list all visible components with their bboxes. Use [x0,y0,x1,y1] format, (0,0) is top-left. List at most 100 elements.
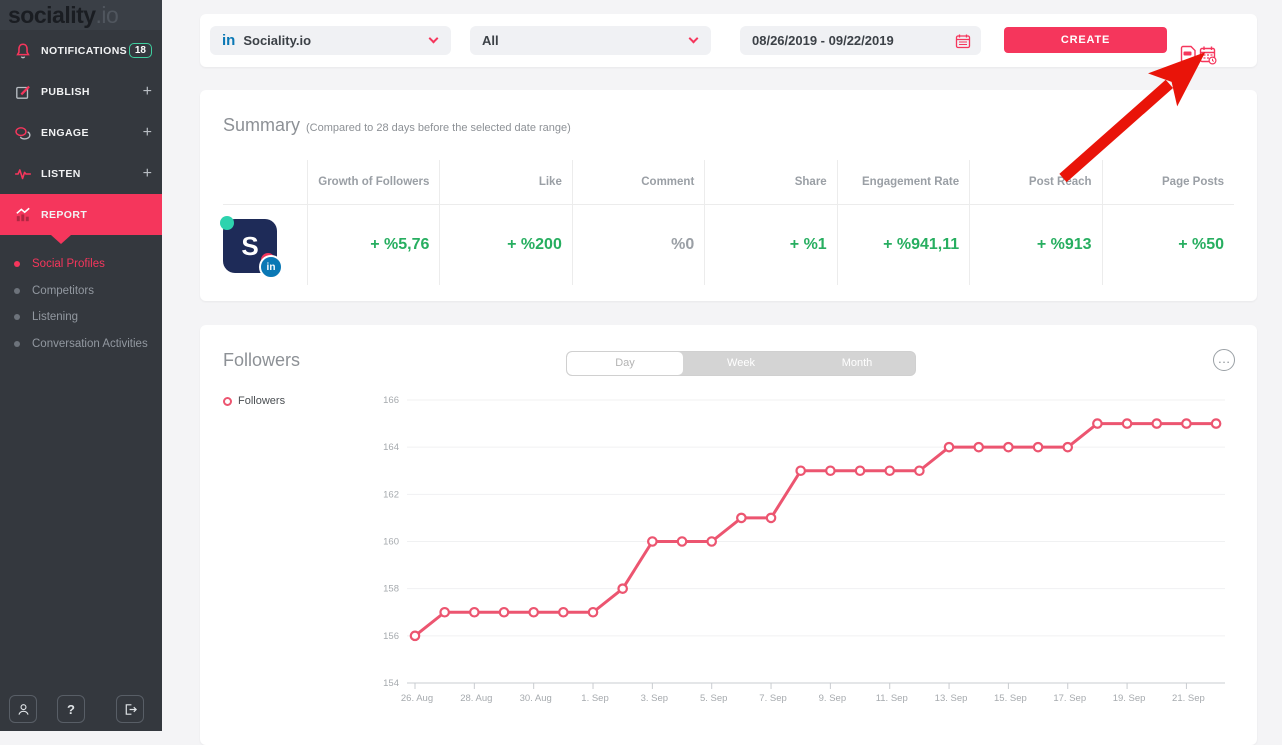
help-button[interactable]: ? [57,695,85,723]
plus-icon[interactable]: + [142,123,152,141]
summary-value-page-posts: + %50 [1101,205,1234,285]
report-chart-icon [16,207,30,221]
tab-day[interactable]: Day [567,352,683,375]
submenu-item-label: Conversation Activities [32,337,148,350]
bell-icon [16,42,30,58]
column-header: Growth of Followers [307,160,440,205]
svg-text:15. Sep: 15. Sep [994,693,1027,704]
sidebar-item-label: LISTEN [41,167,81,180]
svg-text:5. Sep: 5. Sep [700,693,727,704]
summary-value-comment: %0 [571,205,704,285]
sidebar: sociality.io NOTIFICATIONS 18 PUBLISH + … [0,0,162,731]
tab-month[interactable]: Month [841,357,873,369]
summary-value-like: + %200 [439,205,571,285]
submenu-item-conversation-activities[interactable]: Conversation Activities [0,331,162,358]
summary-value-share: + %1 [704,205,836,285]
logo-suffix: .io [95,2,119,28]
svg-text:158: 158 [383,584,399,595]
logout-icon [125,703,137,715]
chat-bubbles-icon [15,126,31,140]
sidebar-item-notifications[interactable]: NOTIFICATIONS 18 [0,30,162,71]
column-header: Share [704,160,837,205]
svg-text:17. Sep: 17. Sep [1053,693,1086,704]
plus-icon[interactable]: + [142,164,152,182]
followers-line-chart: 154 156 158 160 162 164 166 26. Aug 28. Aug 30. A… [383,395,1225,704]
active-section-caret-icon [51,235,71,244]
sidebar-item-report[interactable]: REPORT [0,194,162,235]
filters-toolbar: in Sociality.io All 08/26/2019 - 09/22/2… [200,14,1257,67]
svg-text:166: 166 [383,395,399,406]
avatar-teal-dot [220,216,234,230]
plus-icon[interactable]: + [142,82,152,100]
ellipsis-icon: … [1217,350,1231,366]
bullet-icon [14,261,20,268]
svg-text:28. Aug: 28. Aug [460,693,492,704]
submenu-item-label: Listening [32,311,79,324]
summary-subtitle: (Compared to 28 days before the selected… [306,122,571,134]
sidebar-item-label: REPORT [41,208,88,221]
column-header: Comment [571,160,705,205]
filter-select[interactable]: All [470,26,711,55]
svg-text:164: 164 [383,442,399,453]
submenu-item-label: Competitors [32,284,94,297]
chevron-down-icon [428,33,439,44]
sidebar-item-label: PUBLISH [41,85,90,98]
submenu-item-label: Social Profiles [32,258,105,271]
svg-text:11. Sep: 11. Sep [876,693,908,704]
sidebar-item-label: NOTIFICATIONS [41,44,128,57]
summary-title-text: Summary [223,115,301,135]
sidebar-nav: NOTIFICATIONS 18 PUBLISH + ENGAGE + LIST… [0,30,162,235]
profile-button[interactable] [9,695,37,723]
date-range-value: 08/26/2019 - 09/22/2019 [752,33,894,48]
ppt-export-icon[interactable] [1180,45,1198,65]
column-header-empty [223,160,307,205]
column-header: Engagement Rate [836,160,970,205]
pencil-icon [16,85,30,99]
tab-week[interactable]: Week [727,357,755,369]
chart-legend[interactable]: Followers [223,395,285,407]
legend-label: Followers [238,395,286,407]
followers-title: Followers [223,350,301,370]
logo-main: sociality [8,2,96,28]
svg-text:26. Aug: 26. Aug [401,693,433,704]
column-header: Post Reach [969,160,1102,205]
svg-text:3. Sep: 3. Sep [641,693,668,704]
sidebar-item-listen[interactable]: LISTEN + [0,153,162,194]
date-range-picker[interactable]: 08/26/2019 - 09/22/2019 [740,26,981,55]
question-mark-icon: ? [67,701,75,717]
sidebar-item-engage[interactable]: ENGAGE + [0,112,162,153]
submenu-item-social-profiles[interactable]: Social Profiles [0,251,162,278]
summary-value-engagement-rate: + %941,11 [836,205,969,285]
svg-text:7. Sep: 7. Sep [759,693,786,704]
linkedin-icon: in [222,32,236,49]
bullet-icon [14,340,20,347]
svg-text:162: 162 [383,489,399,500]
summary-value-growth-of-followers: + %5,76 [307,205,439,285]
more-options-button[interactable]: … [1213,349,1235,371]
submenu-item-competitors[interactable]: Competitors [0,278,162,305]
calendar-icon [955,34,971,49]
create-button[interactable]: CREATE [1004,27,1167,53]
logout-button[interactable] [116,695,144,723]
svg-text:1. Sep: 1. Sep [581,693,608,704]
summary-card: Summary (Compared to 28 days before the s… [200,90,1257,301]
sidebar-item-publish[interactable]: PUBLISH + [0,71,162,112]
avatar[interactable]: S in [220,216,283,279]
user-icon [17,703,29,715]
svg-text:9. Sep: 9. Sep [819,693,846,704]
sidebar-item-label: ENGAGE [41,126,89,139]
account-select[interactable]: in Sociality.io [210,26,451,55]
submenu-item-listening[interactable]: Listening [0,304,162,331]
svg-text:19. Sep: 19. Sep [1113,693,1146,704]
app-logo: sociality.io [0,0,162,30]
profile-avatar-cell: S in [220,205,307,285]
account-select-value: Sociality.io [243,33,312,48]
granularity-tabs: Day Week Month [566,351,916,376]
followers-card: Followers Day Week Month … Followers 154… [200,325,1257,745]
report-submenu: Social Profiles Competitors Listening Co… [0,251,162,357]
summary-table: Growth of Followers Like Comment Share E… [220,160,1234,285]
bullet-icon [14,314,20,321]
summary-value-post-reach: + %913 [969,205,1101,285]
scheduled-reports-icon[interactable] [1199,45,1217,65]
notifications-count-badge: 18 [128,43,152,58]
